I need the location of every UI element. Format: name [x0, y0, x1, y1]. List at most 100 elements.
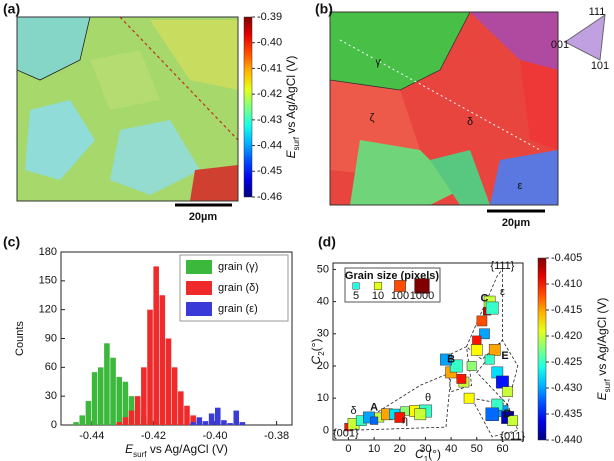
region-outline: [470, 397, 519, 438]
histogram-bar: [196, 417, 203, 425]
x-tick-label: 50: [471, 443, 483, 455]
scale-bar-label: 20µm: [189, 211, 218, 223]
scatter-point: [507, 415, 519, 426]
x-tick-label: -0.44: [79, 430, 104, 442]
grain-label: ζ: [370, 112, 375, 124]
inset-label: 001: [551, 39, 569, 51]
histogram-bar: [153, 266, 159, 425]
inset-label: 111: [589, 6, 606, 18]
colorbar-tick-label: -0.39: [257, 11, 282, 23]
inset-label: 101: [591, 60, 609, 72]
legend-swatch: [186, 302, 212, 316]
histogram-bar: [85, 400, 92, 425]
axes-frame: [332, 262, 524, 441]
annotation: A: [370, 402, 378, 414]
colorbar-label-rest: vs Ag/AgCl (V): [284, 56, 298, 137]
histogram-bar: [184, 405, 190, 425]
scatter-point: [496, 375, 509, 389]
colorbar: [537, 257, 547, 441]
histogram-bar: [227, 423, 233, 425]
y-tick-label: 30: [317, 328, 329, 340]
x-axis-label-main: E: [125, 442, 134, 456]
histogram-bar: [128, 410, 135, 425]
colorbar-tick-label: -0.40: [257, 37, 282, 49]
y-axis-label-rest: (°): [309, 339, 323, 352]
colorbar-tick-label: -0.46: [257, 191, 282, 203]
grain-label: ε: [518, 180, 523, 192]
y-tick-label: 150: [39, 275, 57, 287]
histogram-bar: [215, 407, 221, 425]
x-tick-label: -0.38: [264, 430, 289, 442]
panel-label: (a): [3, 1, 20, 17]
y-tick-label: 30: [45, 390, 57, 402]
colorbar-tick-label: -0.435: [551, 408, 582, 420]
annotation: {011}: [500, 431, 525, 443]
histogram-bar: [147, 309, 153, 425]
annotation: δ: [350, 405, 356, 417]
panel-label: (d): [318, 234, 336, 250]
scatter-point: [479, 328, 490, 340]
histogram-bar: [159, 295, 166, 425]
scatter-point: [463, 392, 475, 404]
scatter-point: [394, 412, 406, 423]
y-tick-label: 50: [317, 263, 329, 275]
annotation: η: [402, 415, 408, 427]
histogram-bar: [190, 415, 196, 425]
x-axis-label-main: C: [415, 447, 424, 461]
x-axis-label: C1(°): [415, 447, 441, 461]
histogram-bar: [116, 422, 122, 425]
colorbar-label-rest: vs Ag/AgCl (V): [595, 298, 609, 379]
colorbar-tick-label: -0.430: [551, 382, 582, 394]
colorbar-tick-label: -0.41: [257, 62, 282, 74]
scatter-point: [449, 359, 463, 373]
legend-swatch: [186, 260, 212, 274]
y-tick-label: 20: [317, 360, 329, 372]
colorbar-tick-label: -0.45: [257, 165, 282, 177]
histogram-bar: [233, 410, 240, 425]
region-outline: [445, 346, 473, 393]
y-tick-label: 60: [45, 361, 57, 373]
x-axis-label-rest: (°): [428, 447, 441, 461]
histogram-bar: [104, 343, 110, 425]
x-tick-label: 0: [345, 443, 351, 455]
scatter-point: [456, 373, 467, 384]
colorbar-tick-label: -0.43: [257, 114, 282, 126]
grain-label: γ: [375, 56, 381, 68]
y-tick-label: 180: [39, 246, 57, 258]
colorbar-label-sub: surf: [603, 378, 612, 392]
scatter-point: [502, 386, 513, 398]
colorbar-tick-label: -0.44: [257, 139, 282, 151]
y-tick-label: 0: [323, 424, 329, 436]
histogram-bar: [110, 357, 116, 425]
y-tick-label: 0: [51, 419, 57, 431]
scatter-point: [476, 315, 488, 327]
histogram-bar: [122, 417, 129, 425]
ipf-triangle: [564, 13, 606, 61]
scatter-point: [484, 354, 495, 365]
scatter-point: [414, 408, 427, 421]
size-legend-label: 5: [353, 290, 359, 302]
histogram-bar: [178, 391, 184, 425]
scatter-point: [466, 361, 477, 371]
region-outline: [466, 268, 503, 361]
histogram-bar: [73, 422, 79, 425]
legend-label: grain (ε): [218, 303, 258, 315]
colorbar-tick-label: -0.440: [551, 434, 582, 446]
colorbar: [243, 16, 253, 198]
size-legend-label: 1000: [410, 290, 434, 302]
x-axis-label-rest: vs Ag/AgCl (V): [147, 442, 228, 456]
histogram-bar: [171, 367, 178, 425]
legend-swatch: [186, 281, 212, 295]
annotation: C: [481, 292, 489, 304]
annotation: D: [504, 408, 512, 420]
x-tick-label: -0.40: [202, 430, 227, 442]
x-tick-label: 30: [419, 443, 431, 455]
y-tick-label: 10: [317, 392, 329, 404]
histogram-bar: [134, 396, 141, 425]
colorbar-label-main: E: [284, 149, 298, 158]
histogram-bar: [122, 381, 129, 425]
colorbar-label: Esurf vs Ag/AgCl (V): [284, 56, 300, 159]
potential-map: [17, 17, 238, 201]
annotation: θ: [425, 392, 431, 404]
